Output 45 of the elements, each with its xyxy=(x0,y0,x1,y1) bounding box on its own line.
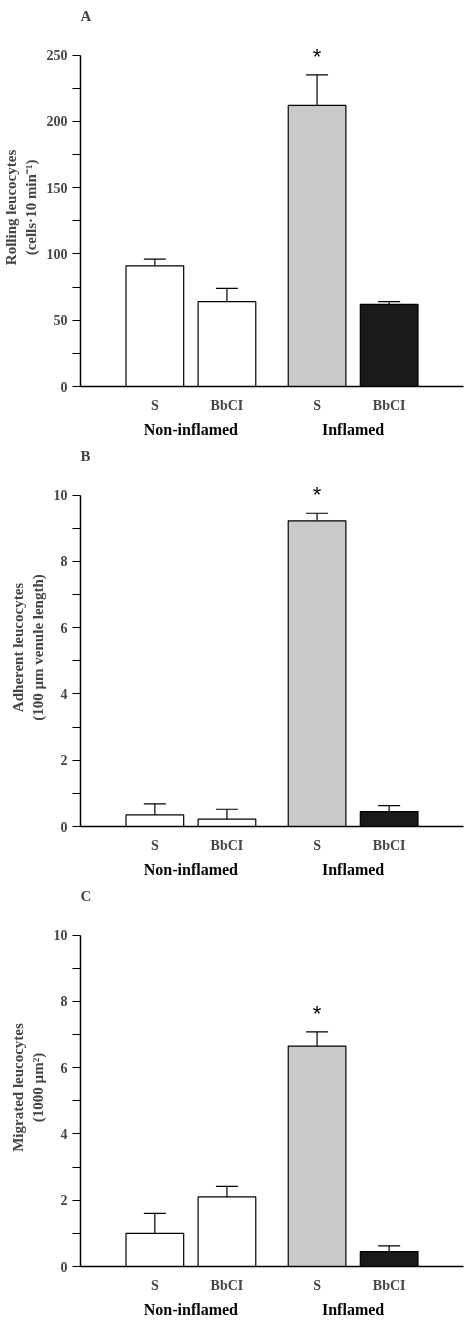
x-tick-label: S xyxy=(313,397,322,413)
x-tick-label: BbCI xyxy=(372,837,406,853)
x-tick-label: BbCI xyxy=(372,1277,406,1293)
y-tick-label: 100 xyxy=(46,246,68,262)
y-axis-title: Adherent leucocytes (100 µm venule length) xyxy=(10,574,47,721)
y-tick-label: 4 xyxy=(60,686,68,702)
x-tick-label: S xyxy=(150,837,159,853)
x-tick-label: BbCI xyxy=(210,1277,244,1293)
chart-title: B xyxy=(80,447,91,464)
x-tick-label: BbCI xyxy=(210,397,244,413)
text: Inflamed xyxy=(321,860,385,878)
y-tick-label: 200 xyxy=(46,114,68,130)
x-tick-label: S xyxy=(313,837,322,853)
chart-title: A xyxy=(80,7,92,24)
data-label: * xyxy=(312,1000,322,1026)
y-tick-label: 6 xyxy=(60,1060,68,1076)
y-tick-label: 2 xyxy=(60,753,68,769)
y-tick-label: 0 xyxy=(60,1259,68,1275)
x-tick-label: BbCI xyxy=(210,837,244,853)
y-tick-label: 8 xyxy=(60,994,68,1010)
y-tick-label: 8 xyxy=(60,554,68,570)
y-tick-label: 10 xyxy=(53,488,68,504)
x-tick-label: BbCI xyxy=(372,397,406,413)
y-tick-label: 2 xyxy=(60,1193,68,1209)
text: Inflamed xyxy=(321,1300,385,1318)
y-axis-title: Migrated leucocytes (1000 µm²) xyxy=(10,1022,47,1152)
y-tick-label: 0 xyxy=(60,819,68,835)
y-axis-title: Rolling leucocytes (cells·10 min⁻¹) xyxy=(3,149,40,266)
y-tick-label: 4 xyxy=(60,1126,68,1142)
y-tick-label: 0 xyxy=(60,379,68,395)
x-tick-label: S xyxy=(150,1277,159,1293)
text: Inflamed xyxy=(321,420,385,438)
text: Non-inflamed xyxy=(143,420,239,438)
y-tick-label: 150 xyxy=(46,180,68,196)
chart-title: C xyxy=(80,887,92,904)
data-label: * xyxy=(312,43,322,69)
y-tick-label: 50 xyxy=(53,313,68,329)
x-tick-label: S xyxy=(150,397,159,413)
y-tick-label: 250 xyxy=(46,48,68,64)
text: Non-inflamed xyxy=(143,860,239,878)
y-tick-label: 10 xyxy=(53,928,68,944)
text: Non-inflamed xyxy=(143,1300,239,1318)
x-tick-label: S xyxy=(313,1277,322,1293)
y-tick-label: 6 xyxy=(60,620,68,636)
data-label: * xyxy=(312,482,322,508)
